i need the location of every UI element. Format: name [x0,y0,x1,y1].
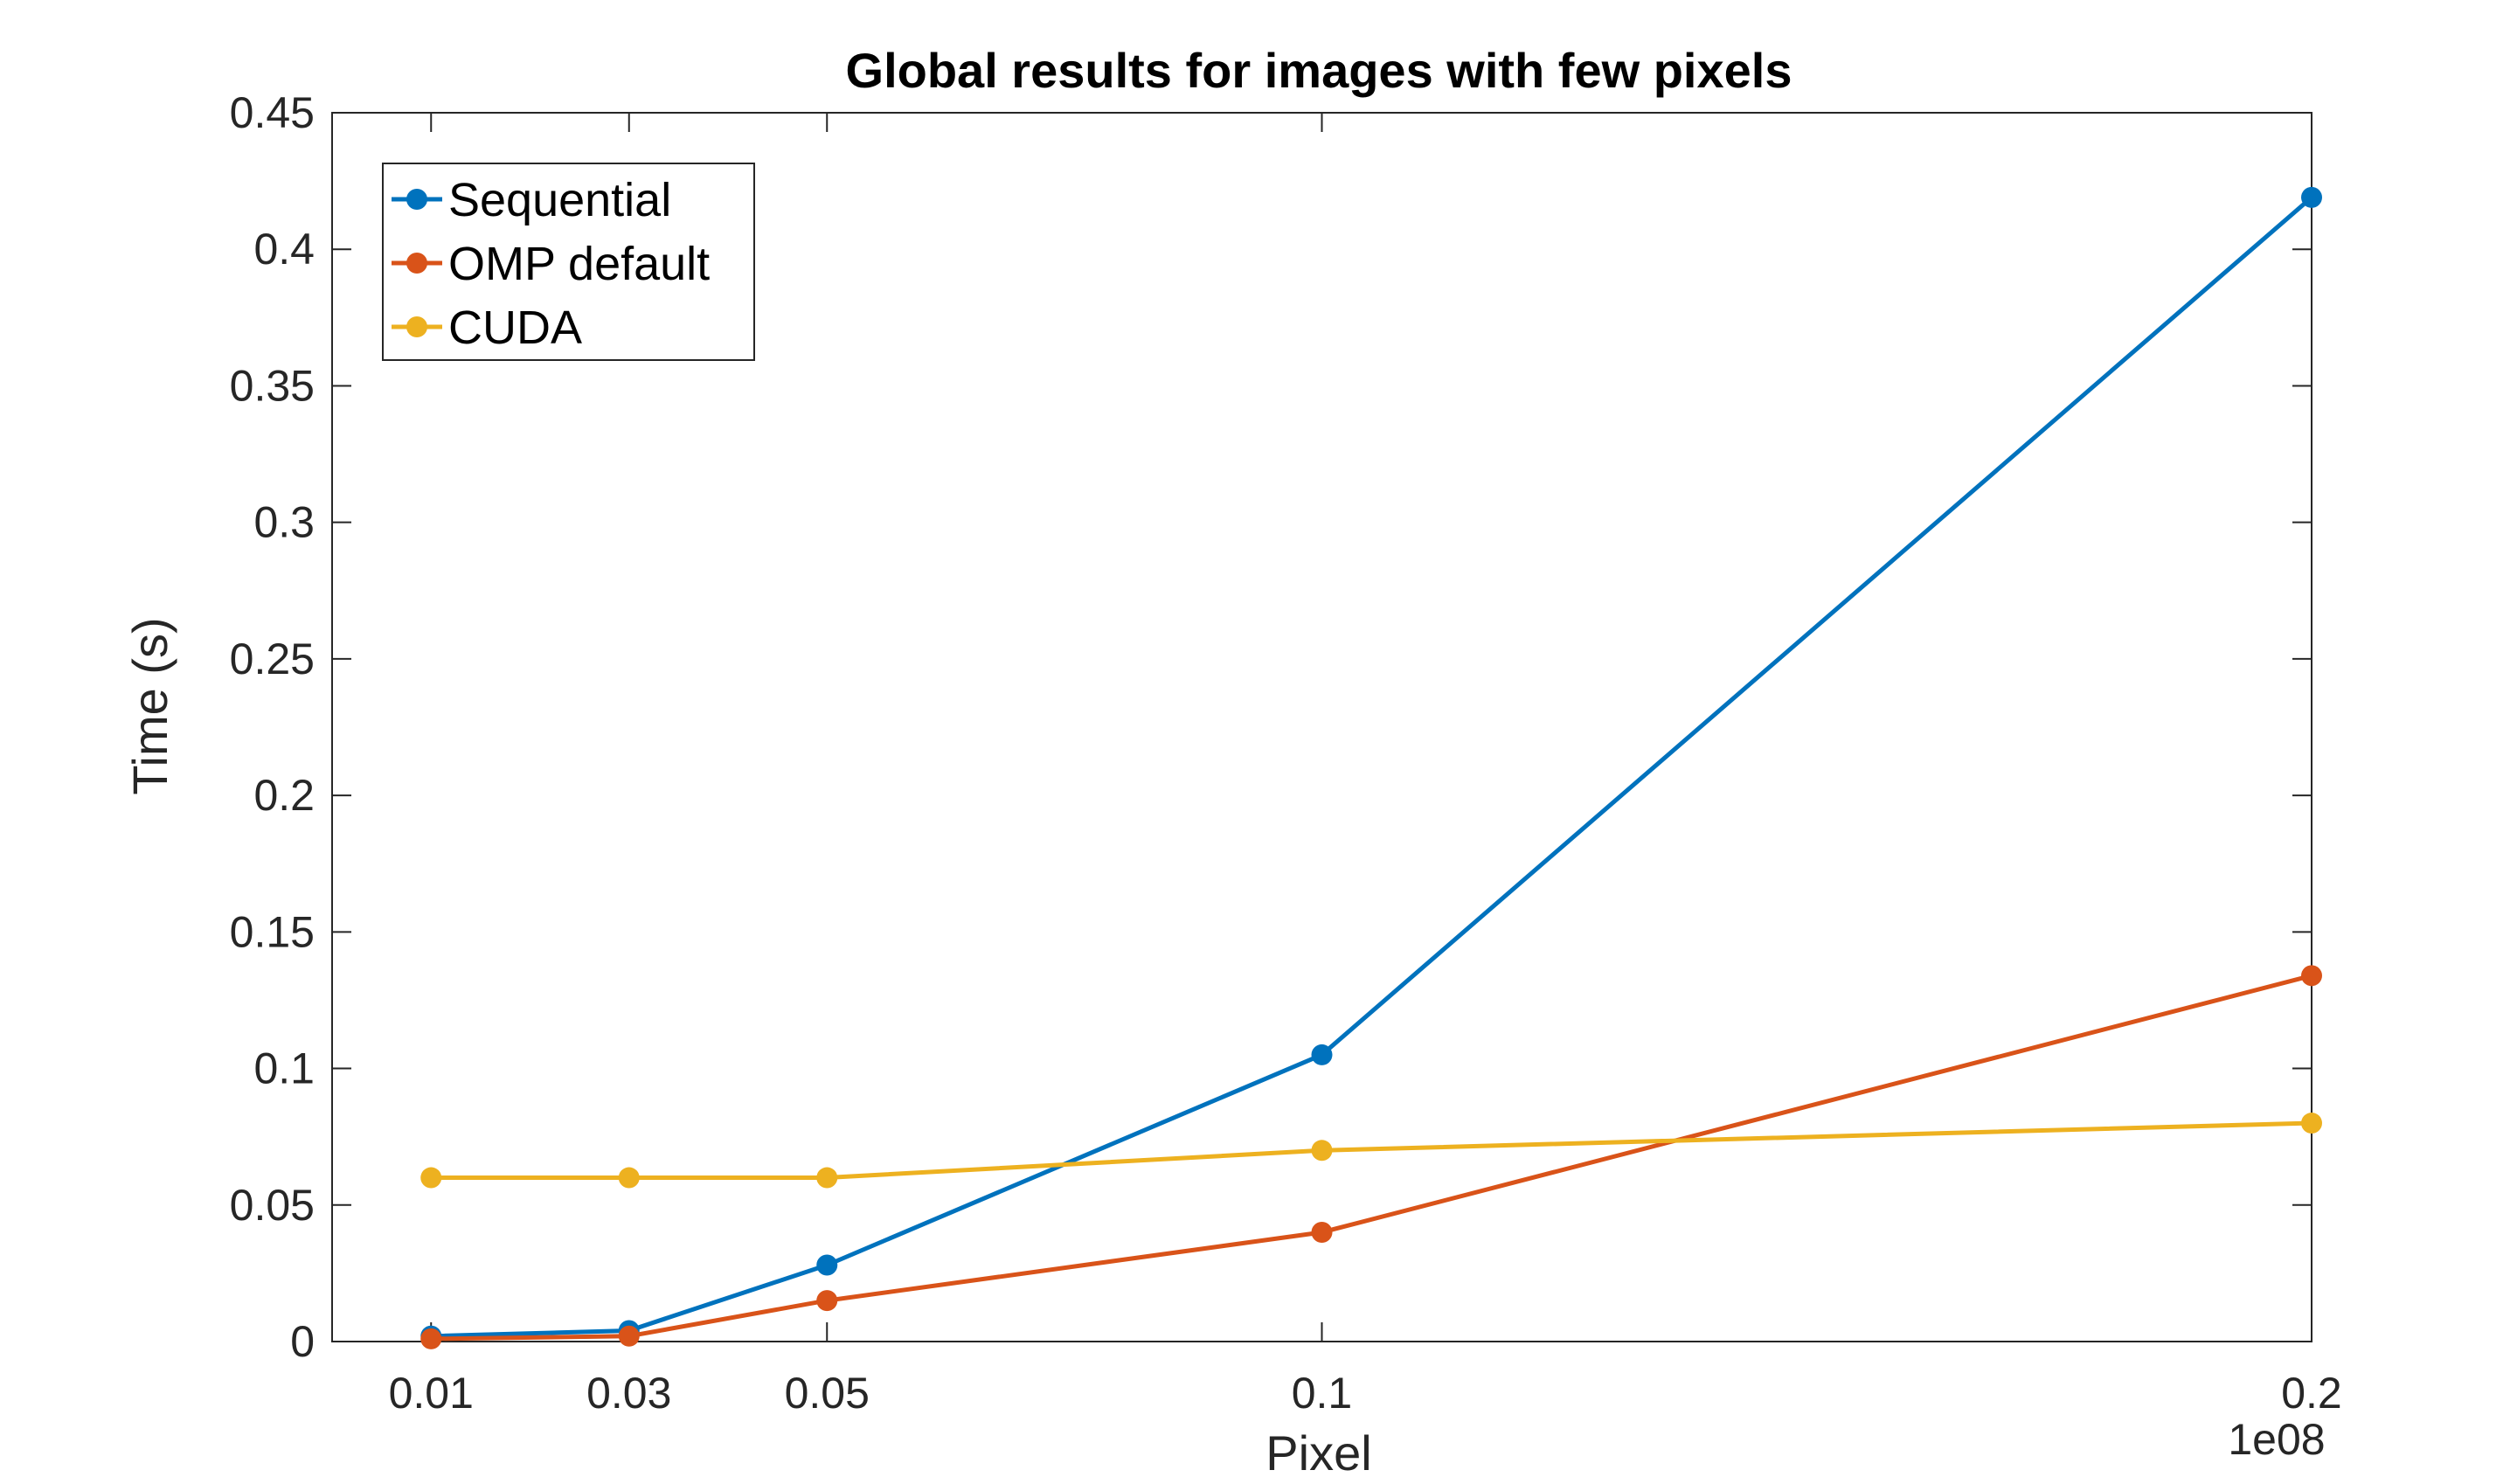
y-tick-label: 0.4 [253,225,315,274]
y-tick-label: 0.3 [253,498,315,547]
y-tick-label: 0.05 [230,1181,315,1230]
y-tick-label: 0.45 [230,88,315,137]
data-point-sequential [1311,1044,1333,1065]
data-point-sequential [2301,186,2322,208]
legend-label-cuda: CUDA [448,302,582,354]
series-line-cuda [431,1120,2312,1180]
data-point-omp-default [2301,965,2322,987]
data-point-omp-default [816,1290,838,1312]
legend-box [382,163,755,361]
legend-marker-sequential [406,189,427,210]
data-point-cuda [816,1167,838,1189]
data-point-cuda [2301,1113,2322,1134]
data-point-cuda [618,1167,640,1189]
x-axis-exponent-label: 1e08 [2228,1415,2325,1464]
data-point-omp-default [420,1328,442,1349]
legend-marker-cuda [406,316,427,337]
legend: Sequential OMP default CUDA [382,163,755,361]
y-tick-label: 0.35 [230,361,315,410]
data-point-cuda [1311,1140,1333,1162]
x-tick-label: 0.2 [2281,1369,2342,1418]
series-line-sequential [431,196,2313,1339]
y-tick-label: 0 [290,1317,315,1366]
x-axis-title: Pixel [1265,1425,1371,1481]
y-axis-title: Time (s) [122,617,177,794]
x-tick-label: 0.03 [586,1369,671,1418]
y-tick-label: 0.15 [230,907,315,956]
data-point-cuda [420,1167,442,1189]
plot-area: 0 0.05 0.1 0.15 0.2 0.25 0.3 0.35 0.4 0.45 0.01 0.0… [230,88,2342,1418]
y-tick-label: 0.1 [253,1044,315,1093]
legend-marker-omp-default [406,253,427,274]
data-point-omp-default [1311,1222,1333,1244]
series-line-omp-default [431,973,2312,1342]
legend-label-omp-default: OMP default [448,238,710,290]
legend-label-sequential: Sequential [448,174,671,226]
data-point-sequential [816,1254,838,1276]
x-tick-label: 0.01 [389,1369,474,1418]
y-tick-label: 0.25 [230,635,315,683]
x-tick-label: 0.1 [1292,1369,1353,1418]
y-tick-label: 0.2 [253,771,315,820]
x-tick-label: 0.05 [785,1369,870,1418]
chart-title: Global results for images with few pixel… [846,43,1792,98]
data-point-omp-default [618,1325,640,1347]
